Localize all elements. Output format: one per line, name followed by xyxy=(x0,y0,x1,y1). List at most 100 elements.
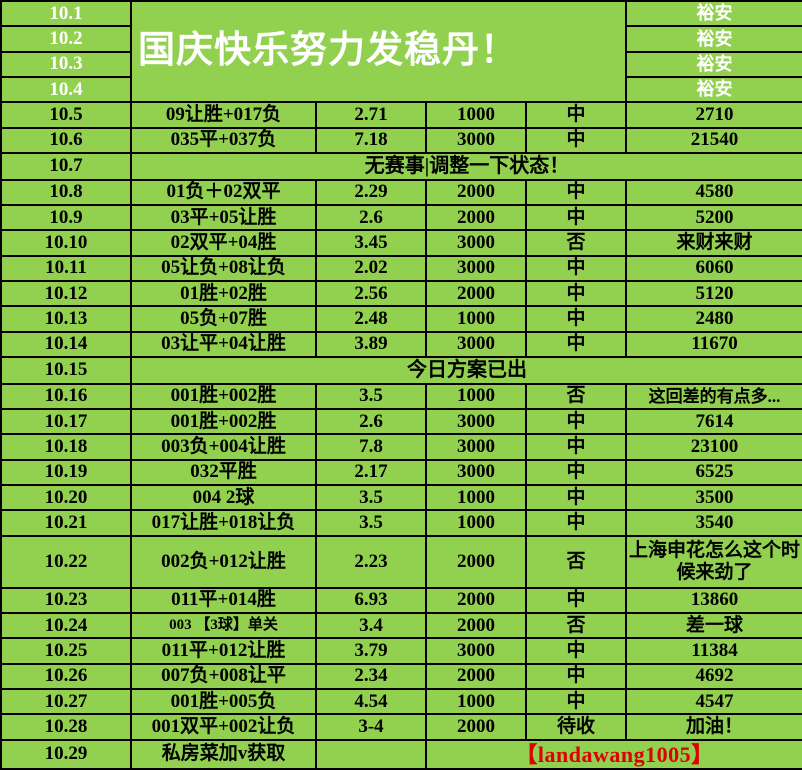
title-banner: 国庆快乐努力发稳丹！ xyxy=(130,0,627,104)
odds-cell: 2.56 xyxy=(315,280,427,308)
result-cell: 否 xyxy=(525,382,627,410)
table-row: 10.12 01胜+02胜 2.56 2000 中 5120 xyxy=(0,280,802,308)
stake-cell: 3000 xyxy=(425,637,527,665)
odds-cell: 2.71 xyxy=(315,101,427,129)
result-cell: 中 xyxy=(525,509,627,537)
stake-cell: 3000 xyxy=(425,330,527,359)
odds-cell: 2.34 xyxy=(315,662,427,691)
odds-cell: 3.5 xyxy=(315,509,427,537)
table-row: 10.2 裕安 xyxy=(0,25,802,53)
result-cell: 中 xyxy=(525,688,627,716)
result-cell: 中 xyxy=(525,330,627,359)
bet-cell: 01负＋02双平 xyxy=(130,178,317,206)
date-cell: 10.3 xyxy=(0,50,132,79)
odds-cell: 2.48 xyxy=(315,305,427,333)
result-cell: 中 xyxy=(525,433,627,461)
date-cell: 10.15 xyxy=(0,356,132,385)
table-row: 10.3 裕安 xyxy=(0,50,802,79)
bet-cell: 02双平+04胜 xyxy=(130,229,317,257)
bet-cell: 035平+037负 xyxy=(130,126,317,155)
stake-cell: 2000 xyxy=(425,280,527,308)
date-cell: 10.23 xyxy=(0,586,132,615)
payout-cell: 6060 xyxy=(625,254,802,283)
table-row: 10.10 02双平+04胜 3.45 3000 否来财来财 xyxy=(0,229,802,257)
holiday-tag-cell: 裕安 xyxy=(625,76,802,104)
date-cell: 10.1 xyxy=(0,0,132,28)
payout-cell: 11670 xyxy=(625,330,802,359)
bet-cell: 001双平+002让负 xyxy=(130,713,317,741)
payout-cell: 23100 xyxy=(625,433,802,461)
stake-cell: 2000 xyxy=(425,713,527,741)
result-cell: 否 xyxy=(525,229,627,257)
table-row: 10.7 无赛事|调整一下状态！ xyxy=(0,152,802,181)
table-row: 10.16 001胜+002胜 3.5 1000 否这回差的有点多... xyxy=(0,382,802,410)
odds-cell: 3.79 xyxy=(315,637,427,665)
odds-cell: 7.8 xyxy=(315,433,427,461)
bet-cell: 004 2球 xyxy=(130,483,317,512)
table-row: 10.18 003负+004让胜 7.8 3000 中 23100 xyxy=(0,433,802,461)
payout-cell: 6525 xyxy=(625,458,802,487)
holiday-tag-cell: 裕安 xyxy=(625,25,802,53)
odds-cell: 2.6 xyxy=(315,203,427,232)
odds-cell: 7.18 xyxy=(315,126,427,155)
date-cell: 10.11 xyxy=(0,254,132,283)
result-cell: 中 xyxy=(525,483,627,512)
stake-cell: 3000 xyxy=(425,407,527,436)
odds-cell: 3-4 xyxy=(315,713,427,741)
result-cell: 中 xyxy=(525,458,627,487)
table-row: 10.13 05负+07胜 2.48 1000 中 2480 xyxy=(0,305,802,333)
stake-cell: 2000 xyxy=(425,178,527,206)
odds-cell: 3.5 xyxy=(315,483,427,512)
date-cell: 10.29 xyxy=(0,738,132,770)
bet-cell: 003负+004让胜 xyxy=(130,433,317,461)
odds-cell: 2.29 xyxy=(315,178,427,206)
bet-cell: 001胜+002胜 xyxy=(130,407,317,436)
bet-cell: 05让负+08让负 xyxy=(130,254,317,283)
stake-cell: 2000 xyxy=(425,586,527,615)
table-row: 10.21 017让胜+018让负 3.5 1000 中 3540 xyxy=(0,509,802,537)
bet-cell: 032平胜 xyxy=(130,458,317,487)
table-row: 10.8 01负＋02双平 2.29 2000 中 4580 xyxy=(0,178,802,206)
stake-cell: 1000 xyxy=(425,305,527,333)
result-cell: 否 xyxy=(525,534,627,589)
result-cell: 中 xyxy=(525,662,627,691)
odds-cell: 4.54 xyxy=(315,688,427,716)
bet-cell: 私房菜加v获取 xyxy=(130,738,317,770)
result-cell: 中 xyxy=(525,637,627,665)
date-cell: 10.20 xyxy=(0,483,132,512)
payout-cell: 5200 xyxy=(625,203,802,232)
payout-cell: 7614 xyxy=(625,407,802,436)
bet-cell: 017让胜+018让负 xyxy=(130,509,317,537)
payout-cell: 21540 xyxy=(625,126,802,155)
empty-cell xyxy=(315,738,427,770)
table-row: 10.26 007负+008让平 2.34 2000 中 4692 xyxy=(0,662,802,691)
table-row: 10.14 03让平+04让胜 3.89 3000 中 11670 xyxy=(0,330,802,359)
stake-cell: 3000 xyxy=(425,126,527,155)
result-cell: 中 xyxy=(525,305,627,333)
holiday-tag-cell: 裕安 xyxy=(625,0,802,28)
odds-cell: 3.4 xyxy=(315,612,427,640)
stake-cell: 1000 xyxy=(425,101,527,129)
bet-cell: 011平+012让胜 xyxy=(130,637,317,665)
table-row: 10.17 001胜+002胜 2.6 3000 中 7614 xyxy=(0,407,802,436)
payout-cell: 2710 xyxy=(625,101,802,129)
stake-cell: 2000 xyxy=(425,662,527,691)
date-cell: 10.21 xyxy=(0,509,132,537)
bet-cell: 03平+05让胜 xyxy=(130,203,317,232)
odds-cell: 6.93 xyxy=(315,586,427,615)
bet-cell: 001胜+005负 xyxy=(130,688,317,716)
payout-cell: 2480 xyxy=(625,305,802,333)
bet-cell: 05负+07胜 xyxy=(130,305,317,333)
stake-cell: 2000 xyxy=(425,203,527,232)
result-cell: 否 xyxy=(525,612,627,640)
table-row: 10.24 003 【3球】单关 3.4 2000 否差一球 xyxy=(0,612,802,640)
stake-cell: 3000 xyxy=(425,433,527,461)
table-row: 10.29 私房菜加v获取 【landawang1005】 xyxy=(0,738,802,770)
date-cell: 10.26 xyxy=(0,662,132,691)
table-row: 10.23 011平+014胜 6.93 2000 中 13860 xyxy=(0,586,802,615)
result-cell: 中 xyxy=(525,586,627,615)
table-row: 10.4 裕安 xyxy=(0,76,802,104)
result-cell: 中 xyxy=(525,280,627,308)
bet-cell: 002负+012让胜 xyxy=(130,534,317,589)
